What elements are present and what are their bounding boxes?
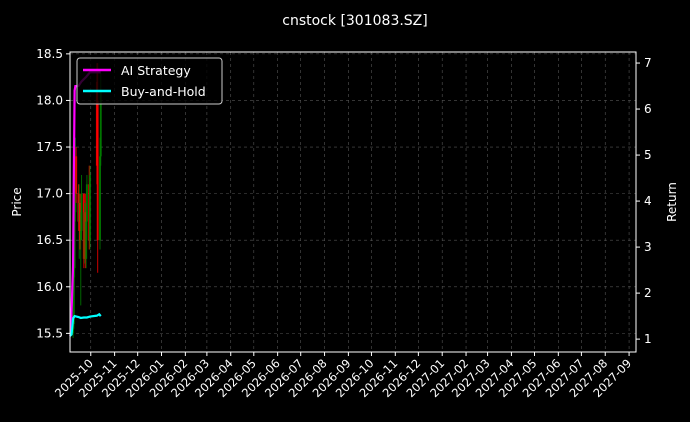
y-left-tick-label: 16.5 (36, 233, 63, 247)
y-axis-left-label: Price (10, 187, 24, 216)
y-right-tick-label: 2 (644, 286, 652, 300)
legend-label-buy-and-hold: Buy-and-Hold (121, 84, 206, 99)
y-left-tick-label: 17.5 (36, 140, 63, 154)
candle-body (73, 212, 76, 269)
axes: 2025-102025-112025-122026-012026-022026-… (36, 47, 651, 400)
candle-body (72, 268, 75, 325)
candle-body (96, 100, 99, 241)
candle-body (78, 202, 81, 241)
legend: AI Strategy Buy-and-Hold (76, 57, 223, 105)
y-axis-right-label: Return (665, 182, 679, 222)
y-left-tick-label: 18.0 (36, 93, 63, 107)
candle-body (98, 156, 101, 241)
y-left-tick-label: 15.5 (36, 326, 63, 340)
y-left-tick-label: 18.5 (36, 47, 63, 61)
candle-body (85, 221, 88, 259)
series-line-buy-and-hold (69, 312, 102, 337)
candle-body (79, 230, 82, 241)
candle-body (99, 91, 102, 157)
y-right-tick-label: 1 (644, 332, 652, 346)
candles (72, 63, 102, 339)
candle-body (88, 174, 91, 241)
y-left-tick-label: 16.0 (36, 280, 63, 294)
y-right-tick-label: 6 (644, 102, 652, 116)
legend-label-ai-strategy: AI Strategy (121, 63, 191, 78)
y-left-tick-label: 17.0 (36, 187, 63, 201)
plot-frame (69, 51, 637, 353)
chart-title: cnstock [301083.SZ] (282, 13, 427, 29)
y-right-tick-label: 3 (644, 240, 652, 254)
legend-box (76, 57, 223, 105)
candle-body (75, 156, 78, 194)
candle-body (80, 193, 83, 231)
y-right-tick-label: 5 (644, 148, 652, 162)
candle-body (85, 184, 88, 222)
grid (70, 52, 636, 352)
y-right-tick-label: 7 (644, 56, 652, 70)
y-right-tick-label: 4 (644, 194, 652, 208)
